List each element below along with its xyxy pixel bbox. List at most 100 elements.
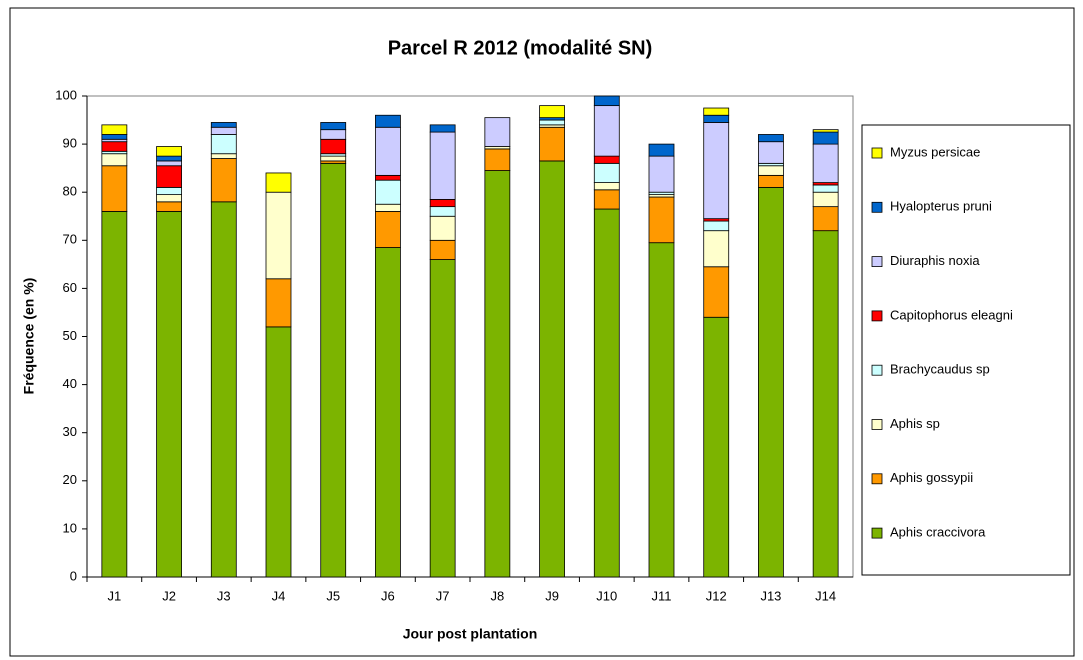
legend-label: Aphis sp [890, 416, 940, 431]
x-tick-label: J13 [760, 588, 781, 603]
legend-swatch [871, 256, 883, 268]
legend-box [861, 124, 1071, 576]
y-tick-label: 60 [63, 280, 77, 295]
bar-segment [320, 129, 347, 140]
bar-segment [429, 206, 456, 217]
bar-segment [593, 208, 620, 578]
legend-label: Capitophorus eleagni [890, 307, 1013, 322]
bar-segment [703, 220, 730, 232]
legend-swatch [871, 527, 883, 539]
bar-segment [101, 165, 128, 212]
bar-segment [156, 194, 182, 203]
bar-segment [375, 247, 401, 578]
bar-segment [758, 141, 784, 164]
bar-segment [101, 124, 128, 135]
y-tick-label: 20 [63, 472, 77, 487]
x-tick-label: J12 [706, 588, 727, 603]
bar-segment [265, 278, 292, 328]
bar-segment [484, 117, 511, 147]
bar-segment [812, 143, 839, 183]
bar-segment [429, 131, 456, 200]
bar-segment [812, 191, 839, 208]
bar-segment [539, 119, 565, 126]
bar-segment [812, 230, 839, 578]
bar-segment [156, 211, 182, 578]
bar-segment [320, 122, 347, 131]
bar-segment [210, 158, 237, 203]
bar-segment [101, 211, 128, 578]
bar-segment [210, 126, 237, 135]
x-tick-label: J10 [596, 588, 617, 603]
bar-segment [210, 134, 237, 155]
bar-segment [375, 114, 401, 128]
x-tick-label: J4 [272, 588, 286, 603]
legend-label: Aphis gossypii [890, 470, 973, 485]
bar-segment [703, 230, 730, 268]
bar-segment [593, 155, 620, 164]
bar-segment [156, 186, 182, 196]
legend-label: Myzus persicae [890, 144, 980, 159]
bar-segment [265, 172, 292, 193]
legend-label: Hyalopterus pruni [890, 199, 992, 214]
x-tick-label: J8 [490, 588, 504, 603]
bar-segment [101, 141, 128, 152]
x-tick-label: J1 [107, 588, 121, 603]
y-tick-label: 90 [63, 136, 77, 151]
bar-segment [812, 206, 839, 232]
bar-segment [812, 129, 839, 133]
y-tick-label: 70 [63, 232, 77, 247]
legend-swatch [871, 310, 883, 322]
y-tick-label: 10 [63, 520, 77, 535]
y-axis-label: Fréquence (en %) [21, 278, 37, 395]
bar-segment [375, 174, 401, 181]
bar-segment [375, 211, 401, 248]
bar-segment [429, 215, 456, 241]
bar-segment [484, 170, 511, 578]
bar-segment [648, 242, 675, 578]
bar-segment [320, 138, 347, 155]
bar-segment [320, 162, 347, 578]
y-tick-label: 0 [70, 568, 77, 583]
bar-segment [429, 124, 456, 133]
bar-segment [375, 203, 401, 212]
bar-segment [758, 134, 784, 143]
x-tick-label: J5 [326, 588, 340, 603]
bar-segment [101, 134, 128, 140]
bar-segment [812, 131, 839, 145]
bar-segment [265, 326, 292, 578]
bar-segment [758, 186, 784, 578]
bar-segment [703, 316, 730, 578]
x-tick-label: J2 [162, 588, 176, 603]
bar-segment [758, 165, 784, 176]
bar-segment [156, 146, 182, 157]
bar-segment [156, 165, 182, 188]
bar-segment [375, 126, 401, 176]
bar-segment [758, 174, 784, 188]
bar-segment [539, 126, 565, 162]
bar-segment [539, 105, 565, 119]
chart-title: Parcel R 2012 (modalité SN) [388, 37, 653, 59]
x-tick-label: J9 [545, 588, 559, 603]
bar-segment [593, 162, 620, 183]
legend-swatch [871, 364, 883, 376]
legend-label: Diuraphis noxia [890, 253, 980, 268]
bar-segment [156, 155, 182, 162]
bar-segment [703, 114, 730, 123]
bar-segment [101, 153, 128, 167]
bar-segment [265, 191, 292, 280]
bar-segment [593, 105, 620, 157]
bar-segment [156, 201, 182, 212]
y-tick-label: 80 [63, 184, 77, 199]
bar-segment [375, 179, 401, 205]
bar-segment [593, 95, 620, 107]
bar-segment [593, 182, 620, 191]
bar-segment [703, 122, 730, 220]
bar-segment [812, 184, 839, 193]
legend-swatch [871, 419, 883, 430]
bar-segment [648, 196, 675, 244]
x-axis-label: Jour post plantation [403, 626, 538, 642]
bar-segment [648, 155, 675, 193]
legend-label: Brachycaudus sp [890, 362, 990, 377]
legend-swatch [871, 147, 883, 159]
